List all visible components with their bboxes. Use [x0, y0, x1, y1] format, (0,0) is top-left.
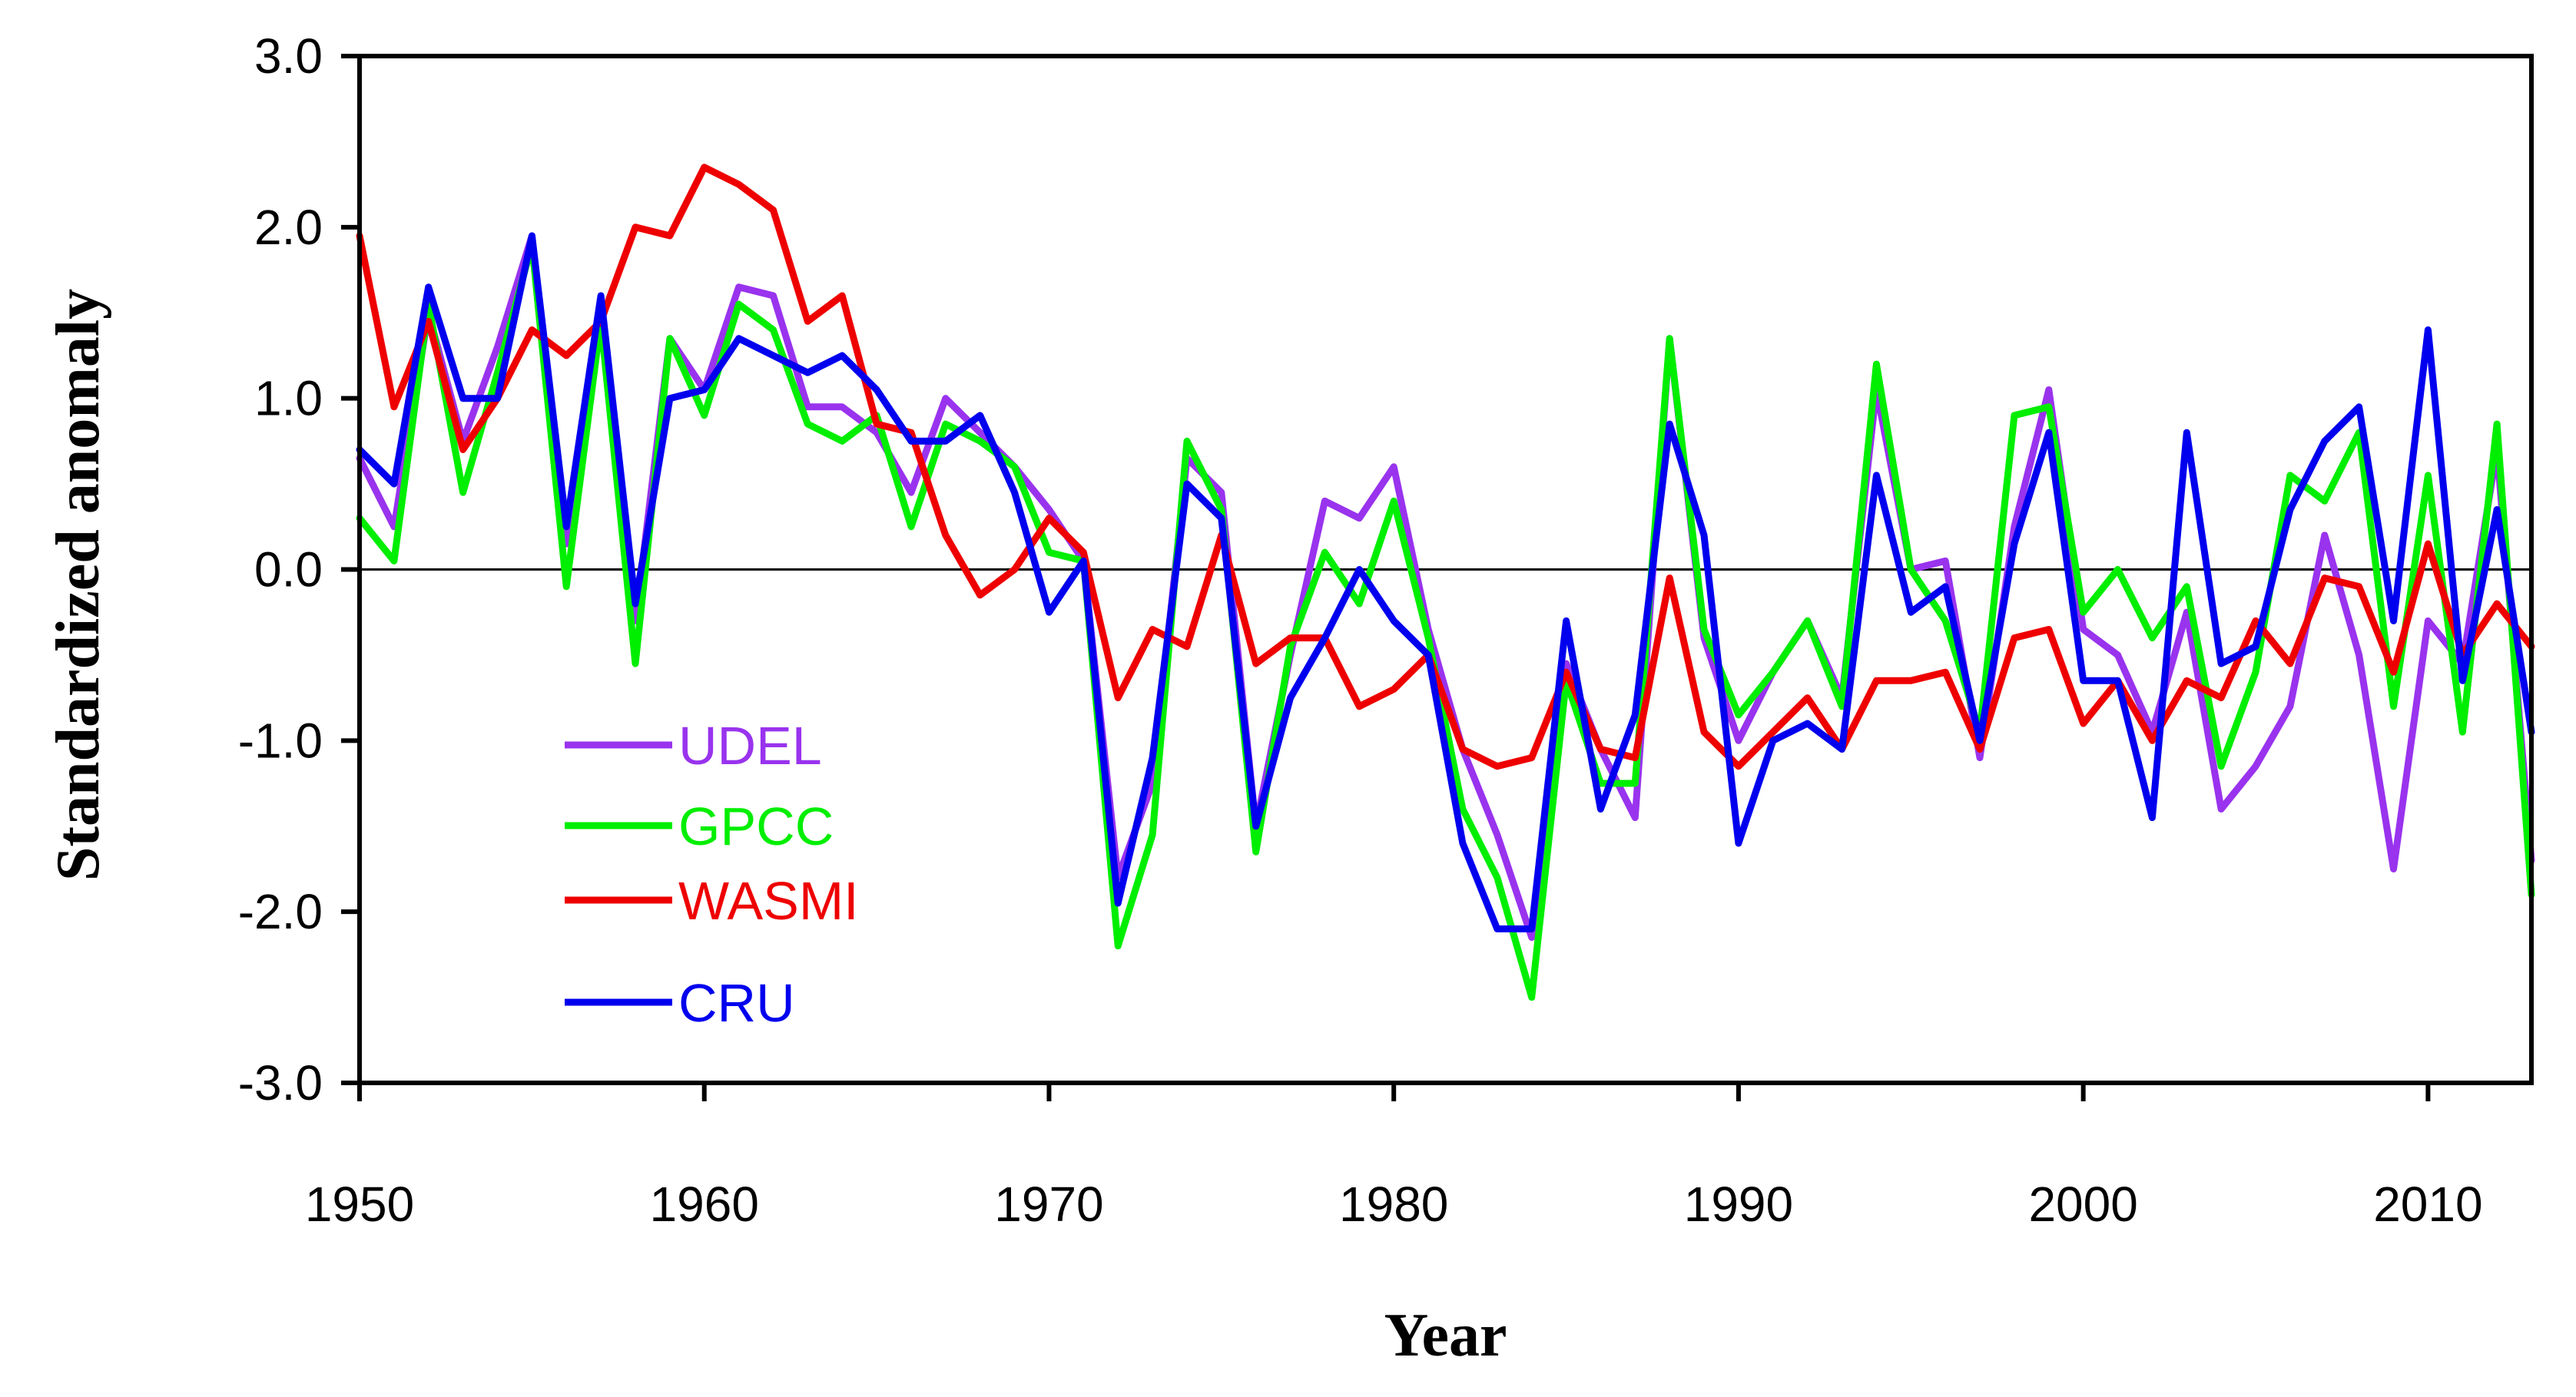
x-tick-label: 2000: [2028, 1177, 2137, 1232]
legend-label-gpcc: GPCC: [678, 796, 834, 856]
axis-ticks: 3.0 2.0 1.0 0.0 -1.0 -2.0 -3.0 1950 1960 1970 1980…: [238, 28, 2483, 1232]
x-tick-label: 1950: [305, 1177, 414, 1232]
x-tick-label: 1960: [650, 1177, 759, 1232]
y-tick-label: -1.0: [238, 713, 323, 768]
y-tick-label: -3.0: [238, 1055, 323, 1111]
y-axis-title: Standardized anomaly: [45, 289, 112, 881]
series-line-wasmi: [356, 164, 2535, 770]
legend-label-wasmi: WASMI: [678, 871, 859, 931]
legend: UDEL GPCC WASMI CRU: [565, 716, 859, 1033]
x-tick-label: 1980: [1339, 1177, 1448, 1232]
y-tick-label: 3.0: [254, 28, 323, 84]
x-tick-label: 1990: [1684, 1177, 1793, 1232]
series-line-udel: [356, 232, 2535, 942]
x-tick-label: 1970: [994, 1177, 1103, 1232]
y-tick-label: 0.0: [254, 542, 323, 598]
series-lines: [356, 164, 2535, 1001]
legend-label-cru: CRU: [678, 973, 795, 1033]
y-tick-label: 2.0: [254, 200, 323, 255]
legend-label-udel: UDEL: [678, 716, 822, 776]
y-tick-label: 1.0: [254, 371, 323, 426]
series-line-cru: [356, 232, 2535, 932]
x-tick-label: 2010: [2373, 1177, 2482, 1232]
x-axis-title: Year: [1384, 1302, 1507, 1369]
y-tick-label: -2.0: [238, 884, 323, 939]
